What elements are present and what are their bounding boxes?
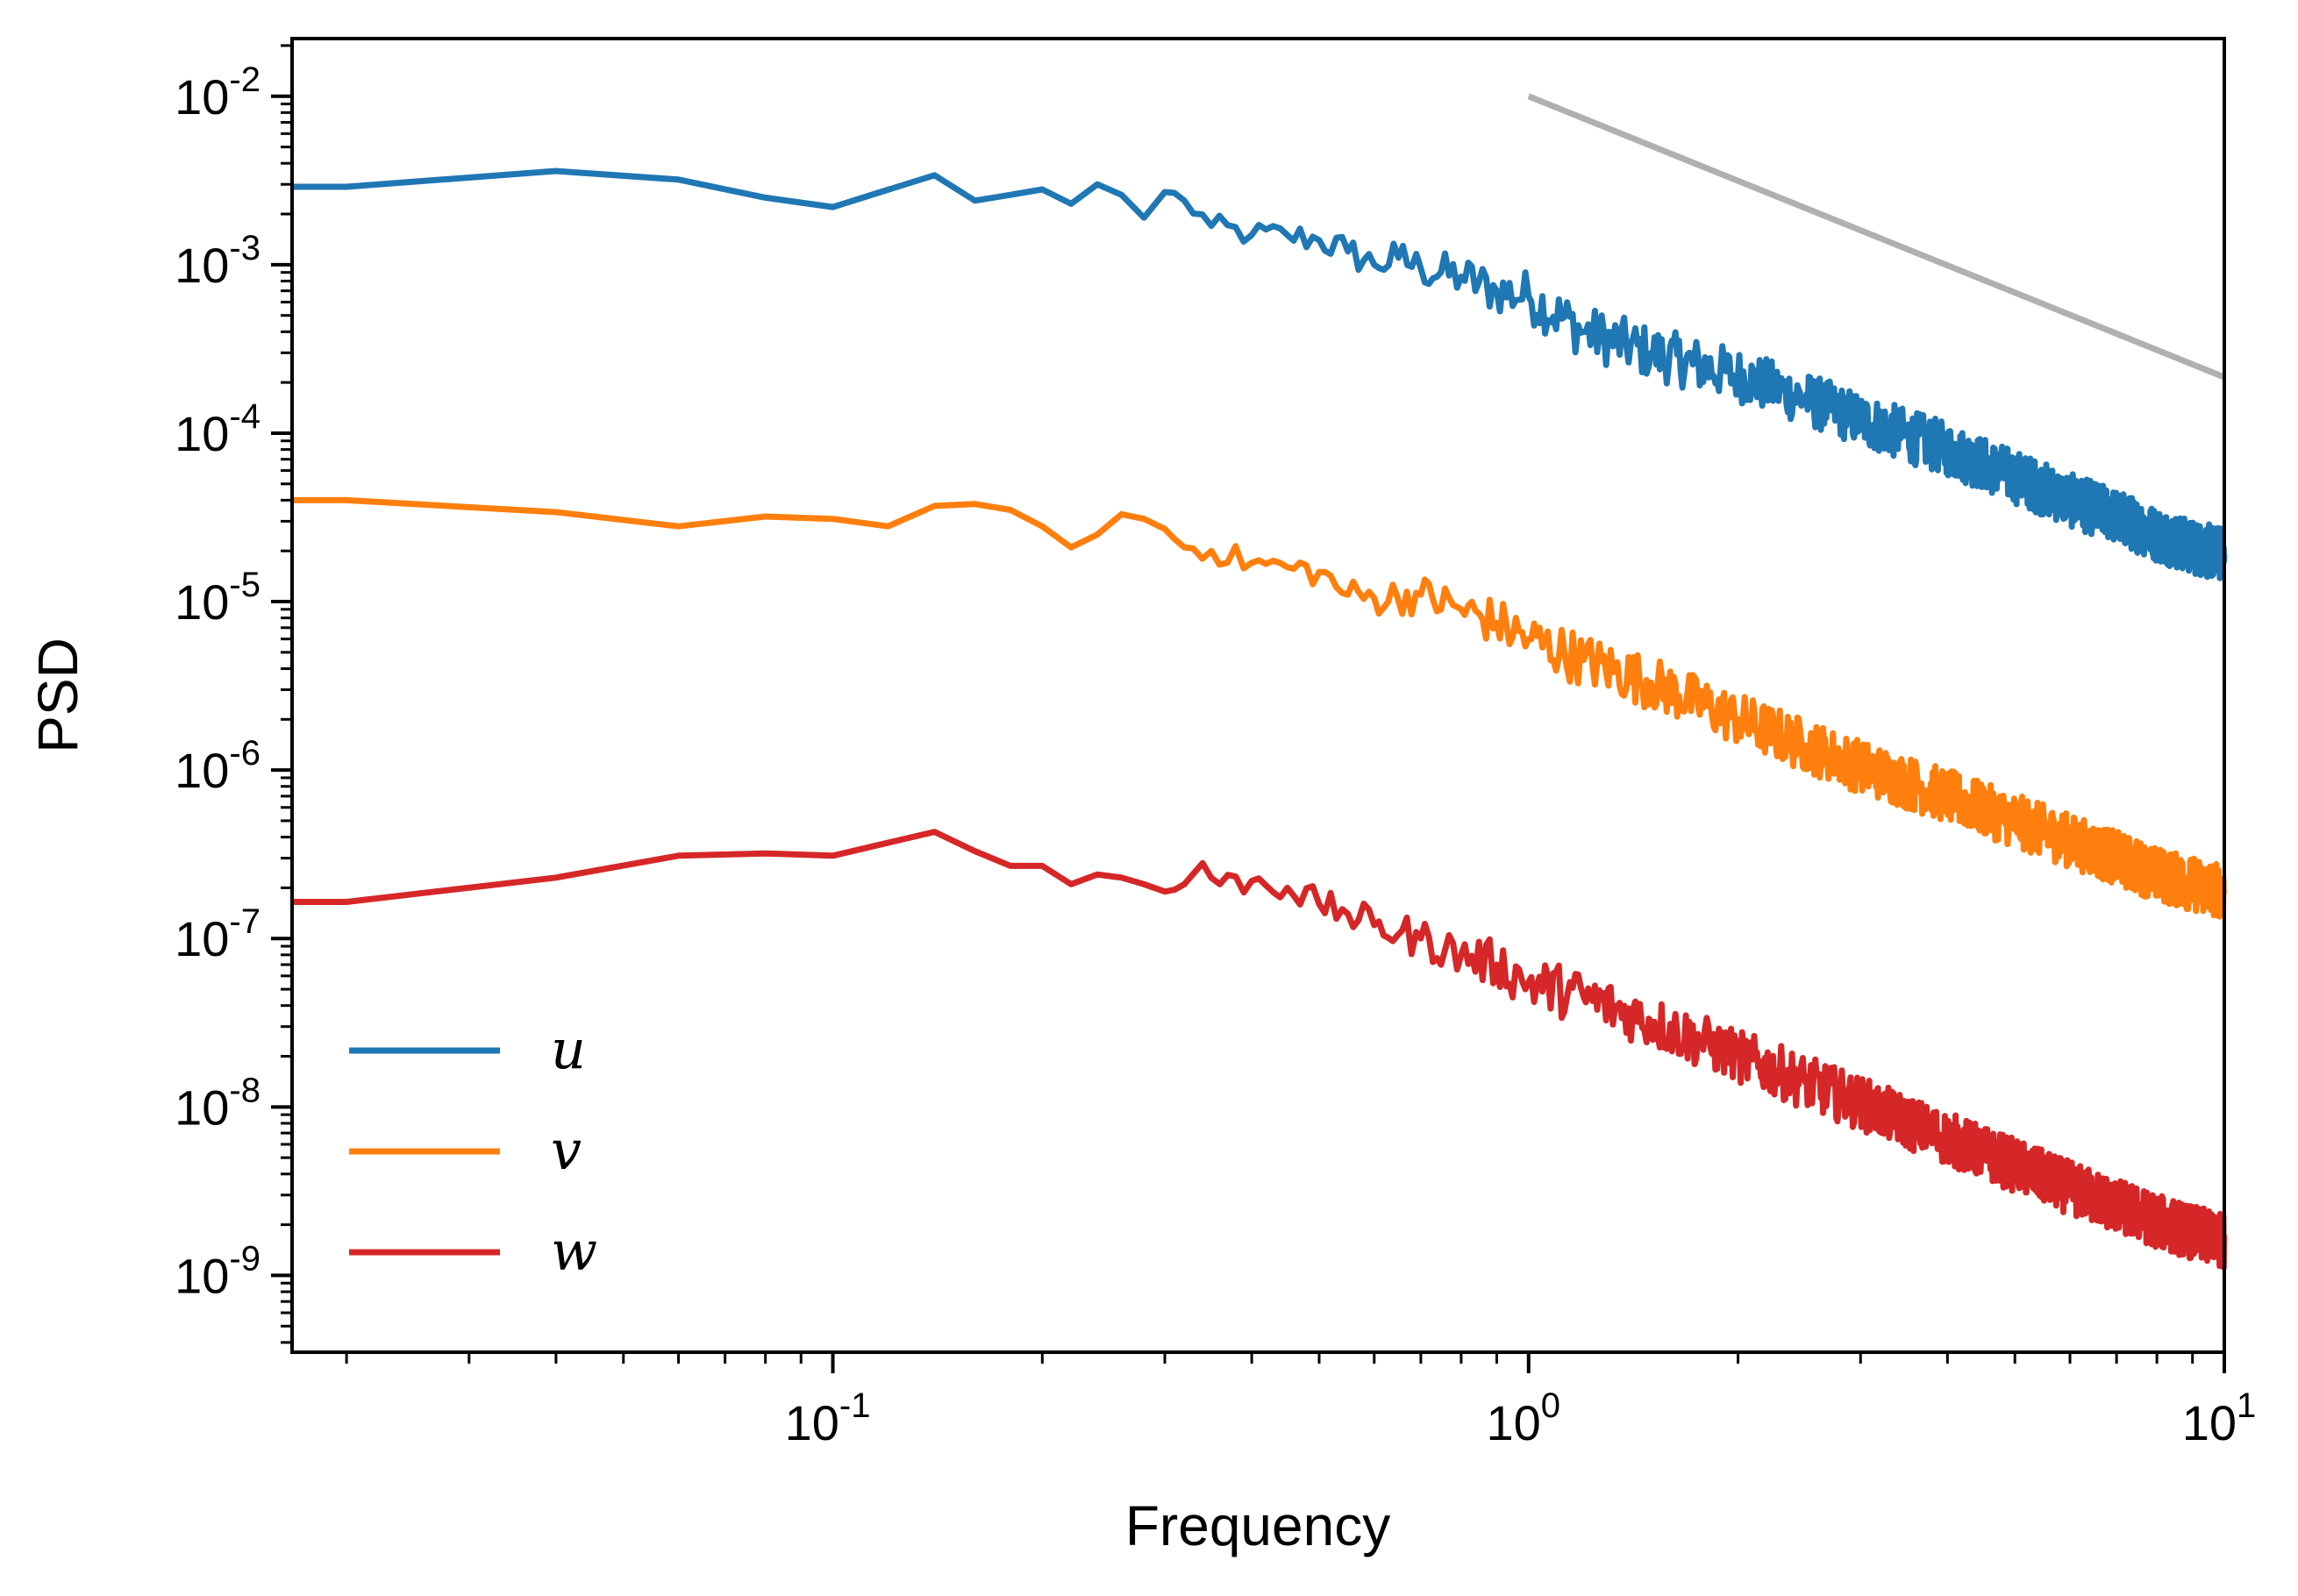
y-axis-title: PSD xyxy=(26,638,89,753)
y-tick-label: 10-5 xyxy=(175,566,260,630)
y-tick-label: 10-3 xyxy=(175,229,260,293)
y-tick-label: 10-2 xyxy=(175,61,260,125)
legend: u v w xyxy=(349,1017,597,1283)
y-tick-label: 10-9 xyxy=(175,1239,260,1303)
y-tick-label: 10-8 xyxy=(175,1071,260,1135)
minor-ticks xyxy=(281,44,2195,1364)
reference-slope-line xyxy=(1527,93,2226,381)
series-layer xyxy=(292,93,2228,1271)
legend-label-w: w xyxy=(551,1219,597,1283)
legend-label-u: u xyxy=(551,1017,586,1081)
tick-labels: 10-1 100 101 10-2 10-3 10-4 10-5 10-6 10-7 10-8 10… xyxy=(175,61,2256,1450)
series-w-line xyxy=(292,829,2228,1271)
y-tick-label: 10-6 xyxy=(175,734,260,798)
x-tick-label: 100 xyxy=(1487,1386,1561,1450)
series-u-line xyxy=(292,167,2228,581)
axes-frame xyxy=(290,37,2226,1354)
y-tick-label: 10-4 xyxy=(175,397,260,461)
y-tick-label: 10-7 xyxy=(175,902,260,966)
legend-label-v: v xyxy=(551,1118,582,1182)
x-tick-label: 101 xyxy=(2182,1386,2257,1450)
x-axis-title: Frequency xyxy=(1125,1494,1390,1557)
major-ticks xyxy=(271,94,2226,1373)
x-tick-label: 10-1 xyxy=(785,1386,871,1450)
series-v-line xyxy=(292,496,2228,920)
